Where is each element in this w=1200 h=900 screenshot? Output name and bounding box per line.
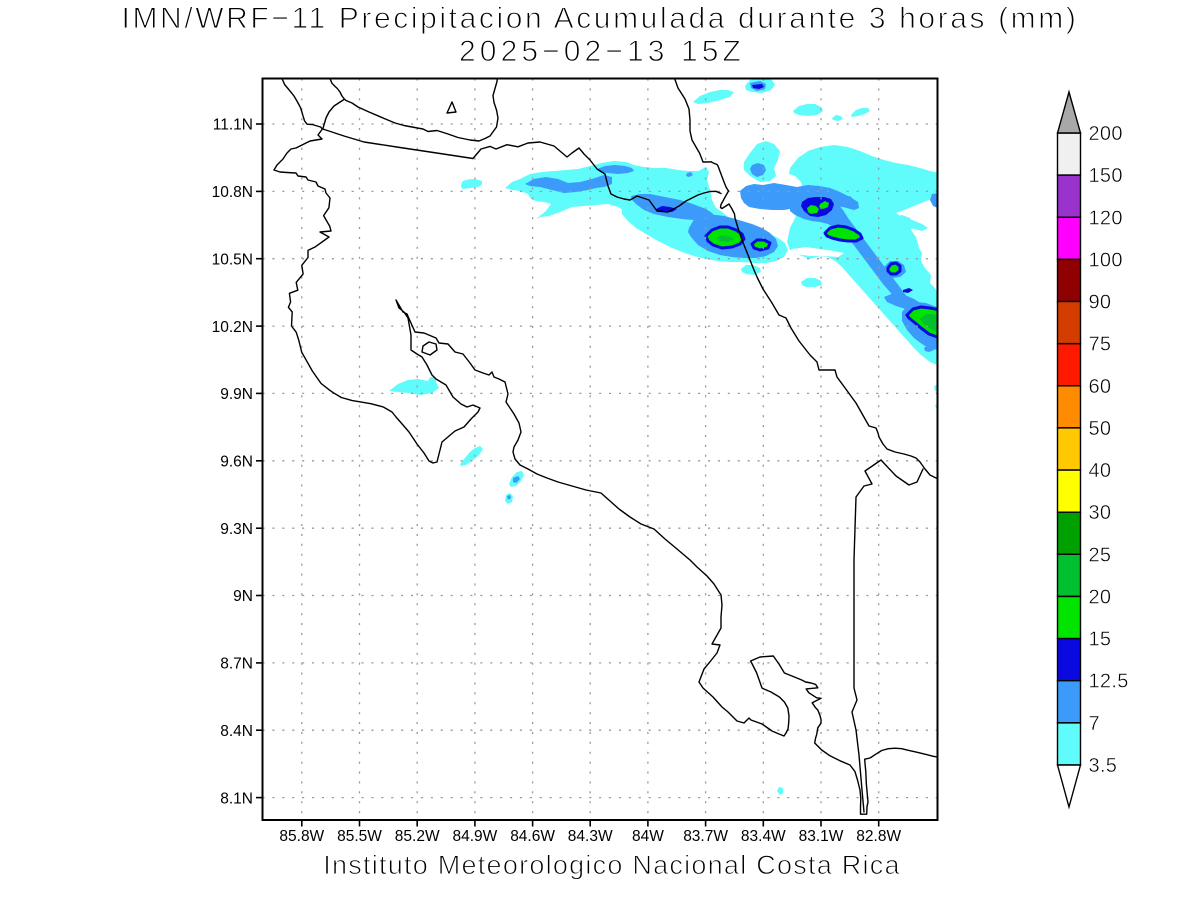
svg-text:10.8N: 10.8N (212, 184, 253, 201)
svg-text:9.9N: 9.9N (220, 386, 253, 403)
svg-text:85.5W: 85.5W (337, 828, 382, 845)
svg-text:83.4W: 83.4W (741, 828, 786, 845)
svg-text:40: 40 (1089, 460, 1112, 482)
svg-text:10.5N: 10.5N (212, 251, 253, 268)
svg-text:120: 120 (1089, 207, 1123, 229)
svg-text:84W: 84W (632, 828, 664, 845)
svg-text:20: 20 (1089, 587, 1112, 609)
svg-text:8.1N: 8.1N (220, 790, 253, 807)
svg-text:11.1N: 11.1N (213, 117, 253, 134)
svg-text:85.8W: 85.8W (279, 828, 324, 845)
svg-text:9.3N: 9.3N (220, 521, 253, 538)
svg-text:12.5: 12.5 (1089, 671, 1129, 693)
svg-text:82.8W: 82.8W (856, 828, 901, 845)
svg-text:100: 100 (1089, 249, 1123, 271)
svg-text:9N: 9N (233, 588, 253, 605)
svg-text:83.7W: 83.7W (683, 828, 728, 845)
svg-text:8.7N: 8.7N (220, 656, 253, 673)
svg-text:8.4N: 8.4N (220, 723, 253, 740)
svg-text:50: 50 (1089, 418, 1112, 440)
svg-text:15: 15 (1089, 629, 1112, 651)
svg-text:3.5: 3.5 (1089, 755, 1118, 777)
svg-text:150: 150 (1089, 165, 1123, 187)
svg-text:2025−02−13 15Z: 2025−02−13 15Z (459, 35, 745, 68)
svg-text:9.6N: 9.6N (220, 454, 253, 471)
svg-text:IMN/WRF−11 Precipitacion Acumu: IMN/WRF−11 Precipitacion Acumulada duran… (122, 2, 1079, 35)
svg-text:200: 200 (1089, 123, 1123, 145)
svg-text:84.9W: 84.9W (452, 828, 497, 845)
svg-text:84.6W: 84.6W (510, 828, 555, 845)
svg-text:10.2N: 10.2N (212, 319, 253, 336)
svg-text:7: 7 (1089, 713, 1100, 735)
svg-text:Instituto Meteorologico Nacion: Instituto Meteorologico Nacional Costa R… (323, 850, 901, 880)
svg-text:25: 25 (1089, 544, 1112, 566)
svg-text:75: 75 (1089, 334, 1112, 356)
svg-text:83.1W: 83.1W (799, 828, 844, 845)
svg-text:30: 30 (1089, 502, 1112, 524)
svg-text:60: 60 (1089, 376, 1112, 398)
svg-text:84.3W: 84.3W (568, 828, 613, 845)
svg-text:90: 90 (1089, 292, 1112, 314)
svg-text:85.2W: 85.2W (395, 828, 440, 845)
